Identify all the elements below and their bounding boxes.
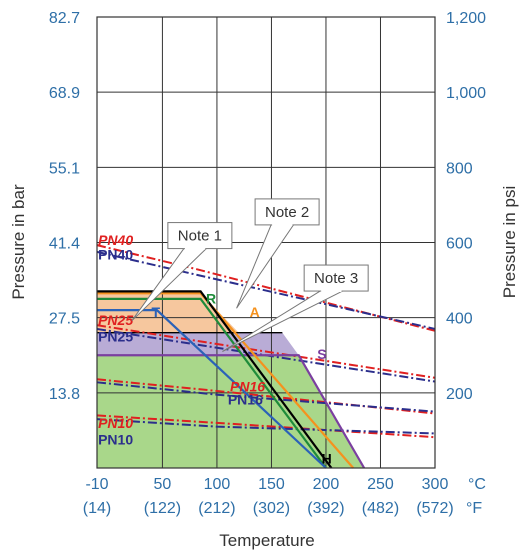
note-callouts: Note 1 Note 2 Note 3 [131,198,369,352]
pn-label-pn10-navy: PN10 [98,432,133,448]
plot-border [96,16,436,469]
x-tick-c: 100 [204,476,231,493]
pn-label-pn10-red: PN10 [98,415,133,431]
curve-h [97,290,333,469]
y-tick-bar: 27.5 [49,311,80,328]
series-pn16-red [96,378,436,415]
y-ticks-bar: 82.7 68.9 55.1 41.4 27.5 13.8 [49,10,80,403]
y-tick-psi: 400 [446,311,473,328]
pn-label-pn25-navy: PN25 [98,329,133,345]
x-tick-f: (392) [307,500,344,517]
y-tick-psi: 800 [446,160,473,177]
series-pn10-red [96,414,436,439]
x-tick-f: (302) [253,500,290,517]
curve-label-h: H [322,450,332,466]
note-callout-2: Note 2 [236,198,320,309]
series-pn25-navy [96,327,436,383]
y-tick-psi: 600 [446,236,473,253]
note-text: Note 3 [314,270,358,287]
x-unit-c: °C [468,476,486,493]
y-tick-bar: 55.1 [49,160,80,177]
x-tick-f: (14) [83,500,111,517]
x-tick-c: -10 [85,476,108,493]
y-ticks-psi: 1,200 1,000 800 600 400 200 [446,10,486,403]
x-axis-title: Temperature [219,531,314,550]
y-axis-title-right: Pressure in psi [500,186,519,298]
pn-label-pn40-navy: PN40 [98,246,133,262]
material-curves [97,290,366,469]
curve-t [97,309,327,469]
y-tick-psi: 1,000 [446,85,486,102]
curve-label-s: S [317,346,326,362]
curve-r [97,297,327,469]
curve-labels: T R A S H [152,290,332,466]
series-pn16-navy [96,381,436,413]
pn-series [96,244,436,439]
y-tick-bar: 13.8 [49,386,80,403]
note-callout-1: Note 1 [131,222,233,322]
x-tick-f: (572) [416,500,453,517]
note-box [167,222,233,250]
x-tick-c: 300 [422,476,449,493]
pn-label-pn40-red: PN40 [98,232,133,248]
y-tick-psi: 200 [446,386,473,403]
curve-a [97,292,355,469]
curve-label-r: R [206,290,216,306]
note-callout-3: Note 3 [222,264,369,352]
series-pn25-red [96,324,436,379]
x-tick-f: (482) [362,500,399,517]
x-unit-f: °F [466,500,482,517]
curve-label-a: A [250,304,260,320]
note-text: Note 2 [265,204,309,221]
x-ticks: -10 (14) 50 (122) 100 (212) 150 (302) 200 (392) 25… [83,476,454,517]
pn-label-pn16-navy: PN16 [228,391,263,407]
y-axis-title-left: Pressure in bar [9,184,28,300]
curve-label-t: T [152,304,161,320]
pn-label-pn16-red: PN16 [230,379,265,395]
series-pn10-navy [96,418,436,435]
y-tick-bar: 68.9 [49,85,80,102]
x-tick-c: 250 [367,476,394,493]
x-tick-c: 150 [258,476,285,493]
y-tick-bar: 82.7 [49,10,80,27]
y-tick-psi: 1,200 [446,10,486,27]
pn-label-pn25-red: PN25 [98,312,133,328]
y-tick-bar: 41.4 [49,236,80,253]
note-text: Note 1 [178,228,222,245]
x-tick-f: (212) [198,500,235,517]
x-tick-c: 200 [313,476,340,493]
x-tick-c: 50 [154,476,172,493]
x-tick-f: (122) [144,500,181,517]
curve-s [97,354,366,469]
